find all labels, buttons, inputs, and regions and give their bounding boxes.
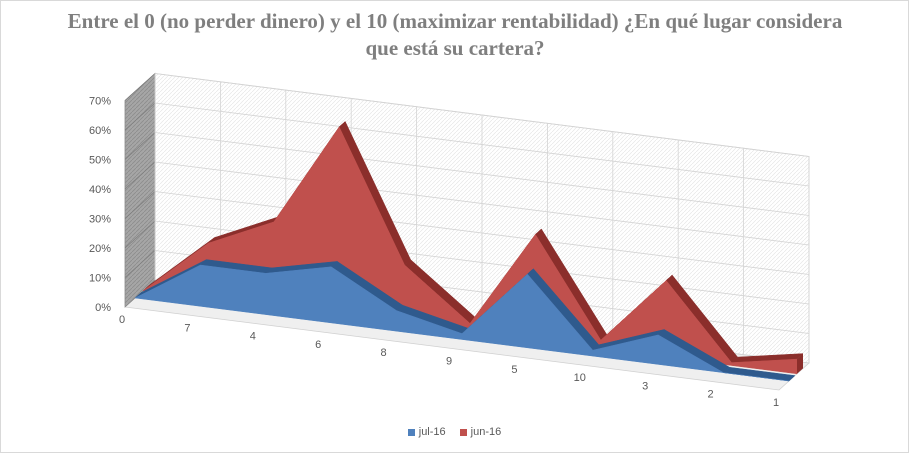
chart-title: Entre el 0 (no perder dinero) y el 10 (m… xyxy=(67,9,843,60)
legend-swatch-jun-16 xyxy=(459,428,467,436)
legend-item-jul-16: jul-16 xyxy=(407,426,446,438)
y-tick-label: 40% xyxy=(89,184,111,196)
x-tick-label: 0 xyxy=(119,314,125,326)
x-tick-label: 2 xyxy=(708,389,714,401)
legend-item-jun-16: jun-16 xyxy=(459,426,502,438)
x-axis: 0 7 4 6 8 9 5 10 3 2 1 xyxy=(119,314,779,409)
y-tick-label: 0% xyxy=(95,302,111,314)
x-tick-label: 9 xyxy=(446,356,452,368)
gridline-side xyxy=(124,250,156,278)
gridline-side xyxy=(124,73,156,101)
x-tick-label: 1 xyxy=(773,397,779,409)
chart-legend: jul-16 jun-16 xyxy=(0,426,909,438)
gridline-side xyxy=(124,220,156,249)
series-jun-16-end-cap xyxy=(797,353,803,374)
x-tick-label: 5 xyxy=(511,364,517,376)
legend-label-jun-16: jun-16 xyxy=(470,426,502,438)
y-tick-label: 10% xyxy=(89,273,111,285)
y-axis: 0% 10% 20% 30% 40% 50% 60% 70% xyxy=(89,96,111,315)
series-jun-16-area xyxy=(142,121,804,375)
gridline-side xyxy=(124,102,156,131)
x-tick-label: 3 xyxy=(642,380,648,392)
series-jul-16-area xyxy=(134,259,796,382)
y-tick-label: 70% xyxy=(89,96,111,108)
x-tick-label: 6 xyxy=(315,339,321,351)
gridline-side xyxy=(124,191,156,219)
y-tick-label: 20% xyxy=(89,243,111,255)
side-wall xyxy=(124,72,156,308)
y-tick-label: 60% xyxy=(89,125,111,137)
x-tick-label: 7 xyxy=(184,322,190,334)
x-tick-label: 10 xyxy=(574,372,586,384)
y-tick-label: 30% xyxy=(89,214,111,226)
gridline-side xyxy=(124,132,156,160)
x-tick-label: 4 xyxy=(250,331,256,343)
legend-label-jul-16: jul-16 xyxy=(418,426,446,438)
legend-swatch-jul-16 xyxy=(407,428,415,436)
series-jul-16-front-face xyxy=(134,264,790,382)
x-tick-label: 8 xyxy=(381,347,387,359)
y-tick-label: 50% xyxy=(89,155,111,167)
gridline-side xyxy=(124,161,156,190)
